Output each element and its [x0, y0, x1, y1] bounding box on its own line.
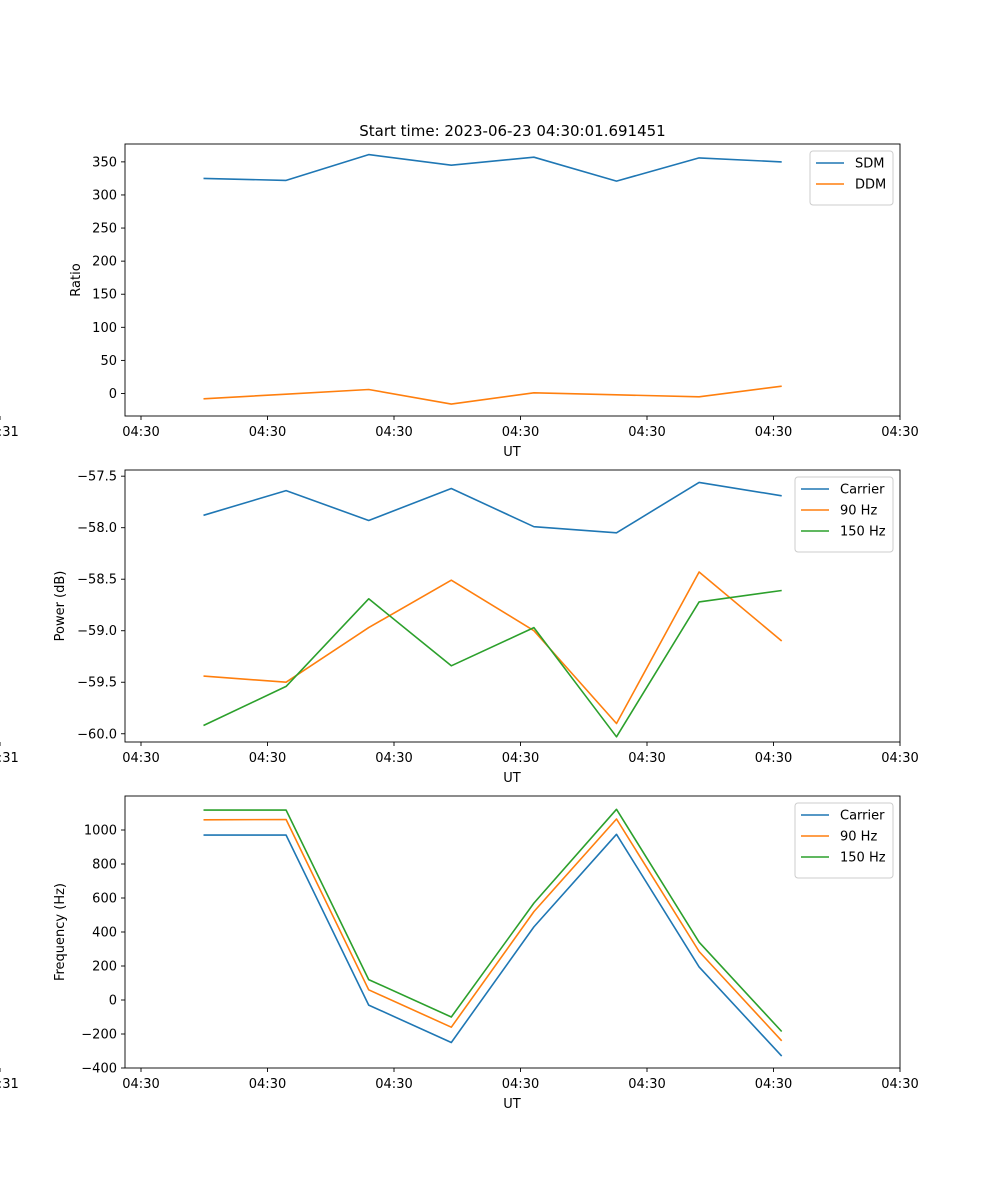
x-tick-label: 04:30: [755, 425, 792, 440]
x-tick-label: 04:30: [249, 425, 286, 440]
y-tick-label: −59.5: [77, 676, 117, 691]
y-tick-label: −57.5: [77, 470, 117, 485]
legend-box: [794, 476, 894, 553]
figure-title: Start time: 2023-06-23 04:30:01.691451: [359, 122, 665, 140]
legend-label: 150 Hz: [840, 525, 886, 540]
legend-box: [809, 150, 894, 206]
x-tick-label: 04:30: [375, 1077, 412, 1092]
plot-frame: [124, 143, 901, 417]
y-tick-label: 0: [109, 994, 117, 1009]
x-tick-label: 04:30: [502, 1077, 539, 1092]
x-tick-label: 04:30: [375, 751, 412, 766]
series-line-90-hz: [203, 818, 783, 1042]
x-tick-label: 04:31: [0, 751, 19, 766]
series-line-carrier: [203, 833, 783, 1057]
y-tick-label: 1000: [84, 824, 117, 839]
y-tick-label: 200: [92, 960, 117, 975]
x-tick-label: 04:30: [755, 1077, 792, 1092]
x-axis-label: UT: [503, 445, 521, 460]
y-tick-label: −59.0: [77, 624, 117, 639]
x-tick-label: 04:30: [122, 425, 159, 440]
y-tick-label: 150: [92, 288, 117, 303]
y-tick-label: 250: [92, 222, 117, 237]
y-tick-label: 800: [92, 858, 117, 873]
y-tick-label: 200: [92, 255, 117, 270]
x-tick-label: 04:30: [628, 1077, 665, 1092]
legend-label: 90 Hz: [840, 504, 877, 519]
series-line-150-hz: [203, 589, 782, 738]
series-line-carrier: [203, 481, 782, 534]
y-tick-label: 0: [109, 387, 117, 402]
x-tick-label: 04:30: [249, 751, 286, 766]
y-axis-label: Ratio: [69, 263, 84, 296]
legend: Carrier 90 Hz 150 Hz: [794, 802, 894, 879]
legend-label: 150 Hz: [840, 851, 886, 866]
y-tick-label: −60.0: [77, 727, 117, 742]
x-tick-label: 04:30: [122, 1077, 159, 1092]
x-axis-label: UT: [503, 1097, 521, 1112]
y-tick-label: −58.5: [77, 573, 117, 588]
y-axis-label: Power (dB): [53, 571, 68, 642]
chart-panel-3: 04:30 04:30 04:30 04:30 04:30 04:30 04:30 04:31…: [0, 795, 919, 1112]
chart-panel-1: 04:30 04:30 04:30 04:30 04:30 04:30 04:30 04:31…: [0, 143, 919, 460]
y-tick-label: −400: [81, 1062, 117, 1077]
y-tick-label: −58.0: [77, 521, 117, 536]
x-tick-label: 04:30: [881, 1077, 918, 1092]
legend: SDM DDM: [809, 150, 894, 206]
y-tick-label: 300: [92, 188, 117, 203]
y-tick-label: 100: [92, 321, 117, 336]
x-tick-label: 04:31: [0, 1077, 19, 1092]
x-tick-label: 04:30: [502, 425, 539, 440]
legend-label: Carrier: [840, 483, 885, 498]
y-tick-label: 600: [92, 892, 117, 907]
y-tick-label: 350: [92, 155, 117, 170]
x-tick-label: 04:30: [881, 751, 918, 766]
series-line-90-hz: [203, 571, 783, 725]
x-tick-label: 04:30: [755, 751, 792, 766]
series-line-150-hz: [203, 808, 783, 1033]
chart-panel-2: 04:30 04:30 04:30 04:30 04:30 04:30 04:30 04:31…: [0, 469, 919, 786]
x-tick-label: 04:30: [628, 751, 665, 766]
y-tick-label: 50: [100, 354, 117, 369]
legend: Carrier 90 Hz 150 Hz: [794, 476, 894, 553]
legend-label: SDM: [855, 157, 884, 172]
plot-frame: [124, 469, 901, 743]
x-tick-label: 04:31: [0, 425, 19, 440]
legend-box: [794, 802, 894, 879]
x-tick-label: 04:30: [375, 425, 412, 440]
legend-label: DDM: [855, 178, 886, 193]
x-tick-label: 04:30: [881, 425, 918, 440]
x-tick-label: 04:30: [628, 425, 665, 440]
y-tick-label: 400: [92, 926, 117, 941]
legend-label: Carrier: [840, 809, 885, 824]
legend-label: 90 Hz: [840, 830, 877, 845]
y-tick-label: −200: [81, 1028, 117, 1043]
x-tick-label: 04:30: [502, 751, 539, 766]
x-tick-label: 04:30: [249, 1077, 286, 1092]
y-axis-label: Frequency (Hz): [53, 883, 68, 981]
series-line-ddm: [203, 385, 782, 405]
x-tick-label: 04:30: [122, 751, 159, 766]
x-axis-label: UT: [503, 771, 521, 786]
series-line-sdm: [203, 153, 782, 182]
